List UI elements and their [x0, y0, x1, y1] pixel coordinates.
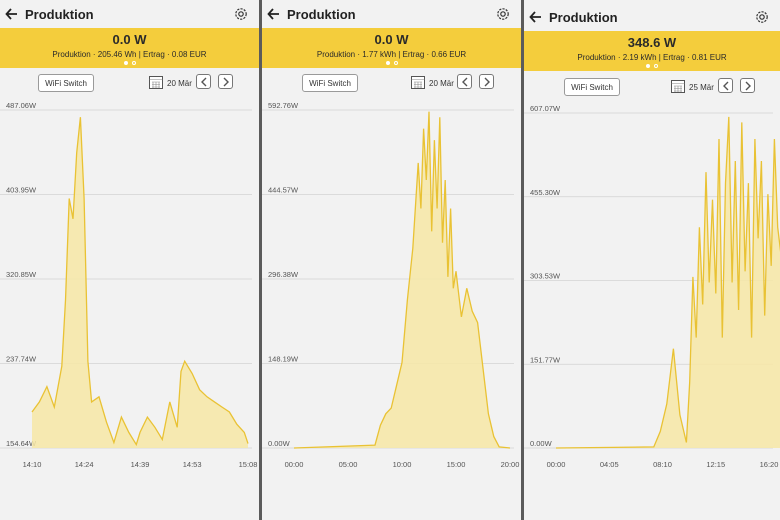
page-dot-active[interactable] [646, 64, 650, 68]
calendar-icon[interactable] [670, 78, 686, 94]
wifi-switch-button[interactable]: WiFi Switch [302, 74, 358, 92]
top-bar: Produktion [0, 0, 259, 28]
page-indicator[interactable] [524, 64, 780, 70]
y-tick-label: 151.77W [530, 355, 561, 364]
series-line [293, 111, 511, 449]
x-tick-label: 15:00 [447, 460, 466, 469]
page-title: Produktion [549, 9, 618, 25]
x-tick-label: 08:10 [653, 460, 672, 469]
production-summary: Produktion · 2.19 kWh | Ertrag · 0.81 EU… [577, 53, 727, 62]
x-tick-label: 14:53 [183, 460, 202, 469]
top-bar: Produktion [262, 0, 521, 28]
production-summary: Produktion · 1.77 kWh | Ertrag · 0.66 EU… [316, 50, 467, 59]
y-tick-label: 237.74W [6, 355, 37, 364]
x-tick-label: 04:05 [600, 460, 619, 469]
current-power: 348.6 W [627, 35, 677, 50]
y-tick-label: 303.53W [530, 272, 561, 281]
current-power: 0.0 W [374, 32, 409, 47]
selected-date: 20 Mär [429, 79, 454, 88]
power-chart: 154.64W 237.74W 320.85W 403.95W 487.06W 14:10… [0, 101, 258, 469]
wifi-switch-button[interactable]: WiFi Switch [38, 74, 94, 92]
arrow-left-icon[interactable] [529, 10, 543, 24]
gear-icon[interactable] [754, 9, 770, 25]
chevron-left-icon [461, 77, 467, 86]
y-tick-label: 487.06W [6, 101, 37, 110]
next-day-button[interactable] [479, 74, 494, 89]
page-dot-active[interactable] [385, 61, 390, 65]
x-tick-label: 10:00 [393, 460, 412, 469]
prev-day-button[interactable] [196, 74, 211, 89]
x-tick-label: 14:24 [75, 460, 94, 469]
series-line [31, 117, 249, 447]
divider [521, 0, 524, 520]
y-tick-label: 403.95W [6, 186, 37, 195]
y-tick-label: 154.64W [6, 439, 37, 448]
next-day-button[interactable] [740, 78, 755, 93]
x-tick-label: 16:20 [760, 460, 779, 469]
chevron-right-icon [223, 77, 229, 86]
calendar-icon[interactable] [148, 74, 164, 90]
arrow-left-icon[interactable] [5, 7, 19, 21]
gear-icon[interactable] [233, 6, 249, 22]
page-title: Produktion [287, 6, 356, 22]
panel-3: Produktion 348.6 W Produktion · 2.19 kWh… [524, 0, 780, 520]
y-tick-label: 148.19W [268, 355, 299, 364]
series-area [32, 117, 248, 448]
page-dot[interactable] [393, 61, 398, 65]
top-bar: Produktion [524, 3, 780, 31]
arrow-left-icon[interactable] [267, 7, 281, 21]
page-indicator[interactable] [0, 61, 259, 67]
current-power: 0.0 W [112, 32, 147, 47]
divider [259, 0, 262, 520]
x-tick-label: 20:00 [501, 460, 520, 469]
prev-day-button[interactable] [457, 74, 472, 89]
y-tick-label: 0.00W [530, 439, 553, 448]
y-tick-label: 455.30W [530, 188, 561, 197]
y-tick-label: 296.38W [268, 270, 299, 279]
status-banner: 348.6 W Produktion · 2.19 kWh | Ertrag ·… [524, 31, 780, 71]
page-dot-active[interactable] [123, 61, 128, 65]
chevron-right-icon [484, 77, 490, 86]
production-summary: Produktion · 205.46 Wh | Ertrag · 0.08 E… [52, 50, 207, 59]
x-tick-label: 00:00 [547, 460, 566, 469]
panel-2: Produktion 0.0 W Produktion · 1.77 kWh |… [262, 0, 521, 520]
series-area [294, 111, 510, 448]
calendar-icon[interactable] [410, 74, 426, 90]
y-tick-label: 444.57W [268, 186, 299, 195]
gear-icon[interactable] [495, 6, 511, 22]
y-tick-label: 592.76W [268, 101, 299, 110]
wifi-switch-button[interactable]: WiFi Switch [564, 78, 620, 96]
x-tick-label: 12:15 [706, 460, 725, 469]
power-chart: 0.00W 151.77W 303.53W 455.30W 607.07W 00:00 04… [524, 104, 780, 469]
page-dot[interactable] [131, 61, 136, 65]
selected-date: 25 Mär [689, 83, 714, 92]
next-day-button[interactable] [218, 74, 233, 89]
x-tick-label: 00:00 [285, 460, 304, 469]
page-title: Produktion [25, 6, 94, 22]
series-line [555, 116, 780, 449]
selected-date: 20 Mär [167, 79, 192, 88]
power-chart: 0.00W 148.19W 296.38W 444.57W 592.76W 00:00 05… [262, 101, 520, 469]
y-tick-label: 607.07W [530, 104, 561, 113]
y-tick-label: 320.85W [6, 270, 37, 279]
panel-1: Produktion 0.0 W Produktion · 205.46 Wh … [0, 0, 259, 520]
page-dot[interactable] [654, 64, 658, 68]
x-tick-label: 14:39 [131, 460, 150, 469]
series-area [556, 116, 780, 448]
x-tick-label: 05:00 [339, 460, 358, 469]
status-banner: 0.0 W Produktion · 1.77 kWh | Ertrag · 0… [262, 28, 521, 68]
chevron-right-icon [745, 81, 751, 90]
y-tick-label: 0.00W [268, 439, 291, 448]
status-banner: 0.0 W Produktion · 205.46 Wh | Ertrag · … [0, 28, 259, 68]
page-indicator[interactable] [262, 61, 521, 67]
x-tick-label: 15:08 [239, 460, 258, 469]
x-tick-label: 14:10 [23, 460, 42, 469]
chevron-left-icon [722, 81, 728, 90]
chevron-left-icon [200, 77, 206, 86]
prev-day-button[interactable] [718, 78, 733, 93]
